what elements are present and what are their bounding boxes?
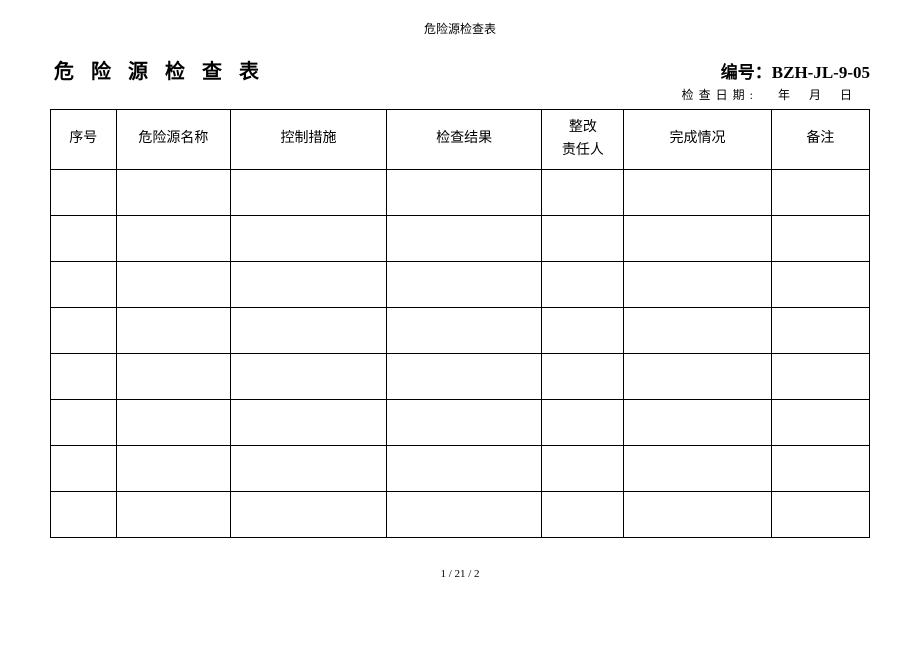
- table-header-cell: 整改 责任人: [542, 110, 624, 170]
- hazard-check-table: 序号危险源名称控制措施检查结果整改 责任人完成情况备注: [50, 109, 870, 538]
- table-row: [51, 400, 870, 446]
- table-cell: [231, 446, 387, 492]
- table-row: [51, 446, 870, 492]
- table-cell: [116, 492, 231, 538]
- table-cell: [116, 400, 231, 446]
- table-cell: [386, 354, 542, 400]
- table-cell: [624, 400, 771, 446]
- table-cell: [51, 400, 117, 446]
- date-label: 检查日期:: [682, 86, 758, 103]
- table-cell: [231, 216, 387, 262]
- table-cell: [51, 308, 117, 354]
- table-cell: [386, 308, 542, 354]
- table-cell: [231, 170, 387, 216]
- table-cell: [542, 492, 624, 538]
- table-header-cell: 完成情况: [624, 110, 771, 170]
- table-cell: [624, 170, 771, 216]
- table-cell: [51, 170, 117, 216]
- table-head: 序号危险源名称控制措施检查结果整改 责任人完成情况备注: [51, 110, 870, 170]
- table-cell: [771, 446, 869, 492]
- table-cell: [624, 446, 771, 492]
- table-row: [51, 492, 870, 538]
- table-cell: [116, 262, 231, 308]
- table-body: [51, 170, 870, 538]
- table-cell: [771, 170, 869, 216]
- table-header-cell: 检查结果: [386, 110, 542, 170]
- table-cell: [386, 400, 542, 446]
- code-value: BZH-JL-9-05: [772, 63, 870, 82]
- table-cell: [542, 446, 624, 492]
- table-cell: [542, 262, 624, 308]
- table-row: [51, 308, 870, 354]
- table-cell: [51, 446, 117, 492]
- table-header-cell: 危险源名称: [116, 110, 231, 170]
- table-cell: [771, 400, 869, 446]
- table-row: [51, 170, 870, 216]
- table-cell: [771, 492, 869, 538]
- table-cell: [624, 492, 771, 538]
- table-cell: [542, 216, 624, 262]
- table-cell: [386, 262, 542, 308]
- table-cell: [542, 308, 624, 354]
- date-row: 检查日期: 年 月 日: [50, 86, 870, 103]
- table-cell: [542, 400, 624, 446]
- main-title: 危 险 源 检 查 表: [50, 55, 265, 84]
- table-header-cell: 控制措施: [231, 110, 387, 170]
- table-cell: [624, 308, 771, 354]
- table-cell: [386, 216, 542, 262]
- table-cell: [542, 170, 624, 216]
- document-code: 编号：BZH-JL-9-05: [721, 58, 870, 83]
- table-row: [51, 354, 870, 400]
- table-cell: [386, 170, 542, 216]
- table-cell: [624, 216, 771, 262]
- table-row: [51, 216, 870, 262]
- table-cell: [624, 262, 771, 308]
- table-header-row: 序号危险源名称控制措施检查结果整改 责任人完成情况备注: [51, 110, 870, 170]
- table-cell: [771, 308, 869, 354]
- page-footer: 1 / 21 / 2: [50, 568, 870, 580]
- table-cell: [624, 354, 771, 400]
- table-header-cell: 序号: [51, 110, 117, 170]
- table-cell: [771, 216, 869, 262]
- table-cell: [386, 492, 542, 538]
- table-cell: [51, 354, 117, 400]
- table-cell: [771, 354, 869, 400]
- date-fields: 年 月 日: [778, 86, 860, 103]
- table-cell: [116, 170, 231, 216]
- table-cell: [51, 492, 117, 538]
- table-cell: [231, 262, 387, 308]
- table-cell: [51, 262, 117, 308]
- table-cell: [231, 308, 387, 354]
- table-header-cell: 备注: [771, 110, 869, 170]
- code-label: 编号：: [721, 63, 772, 82]
- table-cell: [231, 492, 387, 538]
- table-cell: [116, 446, 231, 492]
- table-cell: [771, 262, 869, 308]
- table-cell: [231, 354, 387, 400]
- table-cell: [231, 400, 387, 446]
- table-cell: [116, 308, 231, 354]
- title-row: 危 险 源 检 查 表 编号：BZH-JL-9-05: [50, 55, 870, 84]
- table-cell: [116, 216, 231, 262]
- table-cell: [51, 216, 117, 262]
- page-header-small: 危险源检查表: [50, 20, 870, 37]
- table-cell: [386, 446, 542, 492]
- table-cell: [542, 354, 624, 400]
- table-cell: [116, 354, 231, 400]
- table-row: [51, 262, 870, 308]
